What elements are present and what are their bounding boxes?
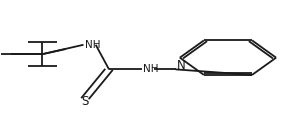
Text: NH: NH [143, 64, 158, 74]
Text: NH: NH [85, 40, 100, 50]
Text: N: N [177, 59, 186, 72]
Text: S: S [81, 95, 89, 108]
